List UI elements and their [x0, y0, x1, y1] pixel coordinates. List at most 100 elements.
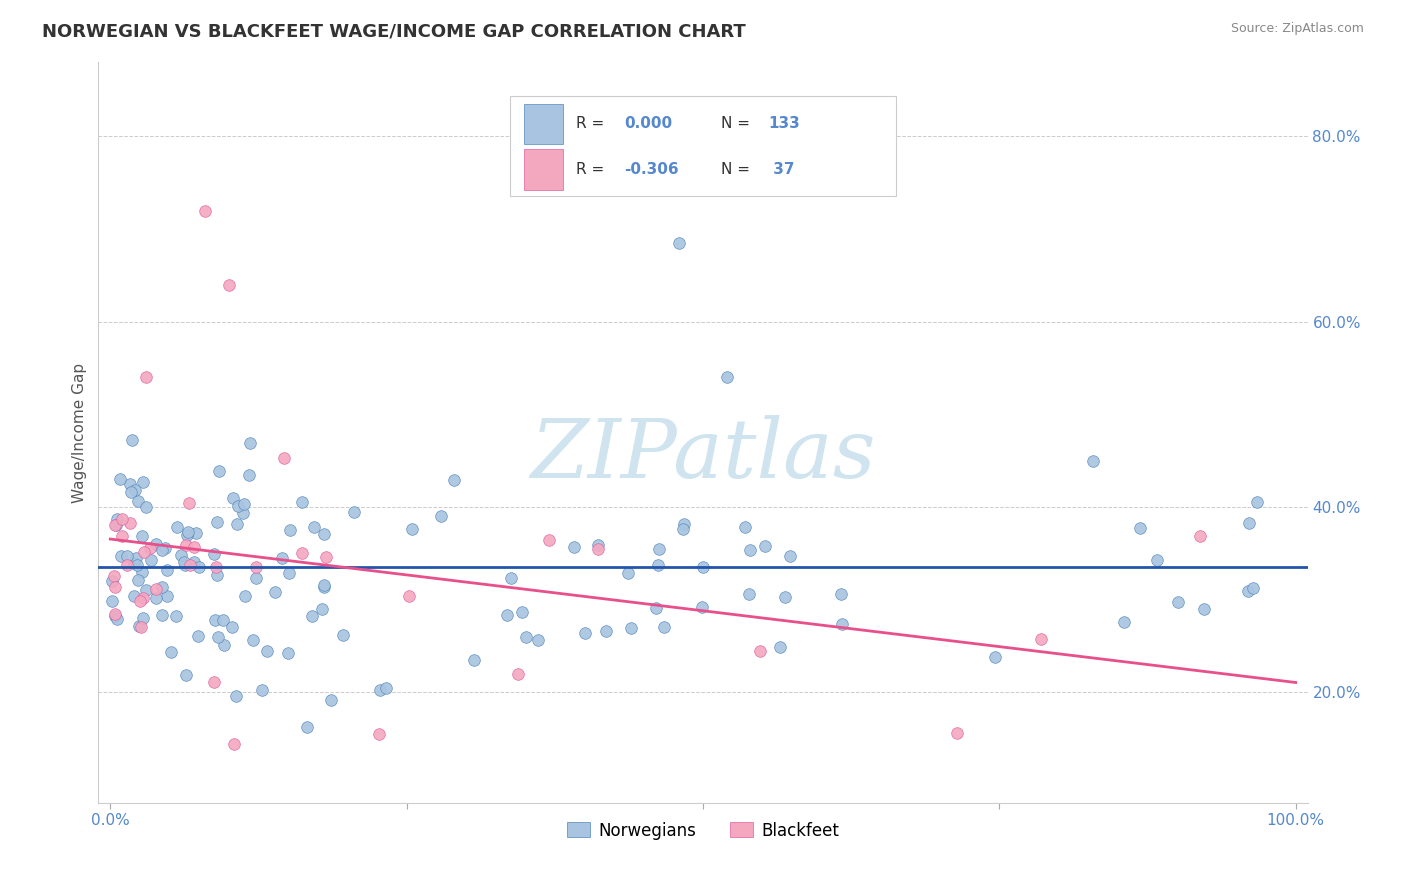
Point: [233, 589, 256, 603]
Point: [830, 587, 852, 601]
Point: [115, 549, 138, 564]
Point: [225, 690, 247, 704]
Point: [145, 591, 167, 605]
Point: [716, 370, 738, 384]
Point: [595, 624, 617, 638]
Point: [132, 611, 155, 625]
Point: [831, 616, 853, 631]
Point: [131, 529, 153, 543]
Point: [104, 581, 127, 595]
Point: [153, 541, 176, 555]
Text: R =: R =: [576, 116, 609, 131]
Bar: [524, 103, 562, 145]
Text: ZIPatlas: ZIPatlas: [530, 415, 876, 495]
Point: [101, 574, 124, 588]
Point: [121, 485, 143, 500]
Point: [245, 560, 267, 574]
Point: [131, 475, 153, 489]
Point: [170, 548, 193, 562]
Point: [205, 560, 228, 574]
Point: [312, 578, 335, 592]
Point: [166, 609, 188, 624]
Point: [115, 558, 138, 572]
Point: [128, 618, 150, 632]
Point: [204, 613, 226, 627]
Point: [769, 640, 792, 655]
Point: [132, 591, 155, 605]
Point: [145, 537, 167, 551]
Point: [183, 555, 205, 569]
Point: [207, 567, 229, 582]
Point: [250, 682, 273, 697]
Point: [672, 516, 695, 531]
Point: [510, 605, 533, 619]
Text: 133: 133: [768, 116, 800, 131]
Point: [245, 571, 267, 585]
Point: [222, 737, 245, 751]
Point: [177, 525, 200, 540]
Point: [139, 541, 162, 555]
Point: [187, 560, 209, 574]
Y-axis label: Wage/Income Gap: Wage/Income Gap: [72, 362, 87, 503]
Point: [749, 643, 772, 657]
Point: [174, 538, 197, 552]
Point: [647, 558, 669, 573]
Point: [256, 644, 278, 658]
Point: [125, 551, 148, 566]
Point: [278, 524, 301, 538]
Point: [983, 649, 1005, 664]
Point: [177, 496, 200, 510]
Point: [295, 720, 318, 734]
Point: [301, 609, 323, 624]
Point: [1237, 584, 1260, 599]
Point: [496, 608, 519, 623]
Point: [202, 547, 225, 561]
Point: [508, 667, 530, 681]
Point: [160, 645, 183, 659]
Point: [1081, 454, 1104, 468]
Point: [314, 527, 336, 541]
Text: 37: 37: [768, 162, 794, 178]
Text: -0.306: -0.306: [624, 162, 679, 178]
Point: [132, 544, 155, 558]
Point: [226, 499, 249, 513]
Point: [208, 464, 231, 478]
Point: [672, 522, 695, 536]
Point: [754, 540, 776, 554]
Point: [537, 533, 560, 548]
Point: [127, 494, 149, 508]
Point: [775, 591, 797, 605]
Point: [562, 540, 585, 554]
Point: [617, 566, 640, 580]
Point: [264, 585, 287, 599]
Point: [124, 557, 146, 571]
Point: [207, 630, 229, 644]
Point: [174, 668, 197, 682]
Point: [271, 551, 294, 566]
Point: [1239, 516, 1261, 530]
Point: [314, 580, 336, 594]
Point: [368, 682, 391, 697]
Point: [135, 500, 157, 514]
Point: [277, 646, 299, 660]
Point: [150, 608, 173, 623]
Point: [430, 508, 453, 523]
Point: [104, 517, 127, 532]
Point: [211, 613, 233, 627]
Point: [1146, 552, 1168, 566]
Point: [103, 569, 125, 583]
Point: [194, 203, 217, 218]
Point: [463, 653, 485, 667]
Point: [111, 511, 134, 525]
Point: [368, 727, 391, 741]
Point: [139, 553, 162, 567]
Point: [179, 558, 201, 572]
Point: [111, 529, 134, 543]
Point: [120, 516, 142, 530]
Point: [104, 607, 127, 622]
Text: NORWEGIAN VS BLACKFEET WAGE/INCOME GAP CORRELATION CHART: NORWEGIAN VS BLACKFEET WAGE/INCOME GAP C…: [42, 22, 747, 40]
Point: [1114, 615, 1136, 630]
Text: R =: R =: [576, 162, 609, 178]
Point: [156, 563, 179, 577]
Point: [238, 467, 260, 482]
